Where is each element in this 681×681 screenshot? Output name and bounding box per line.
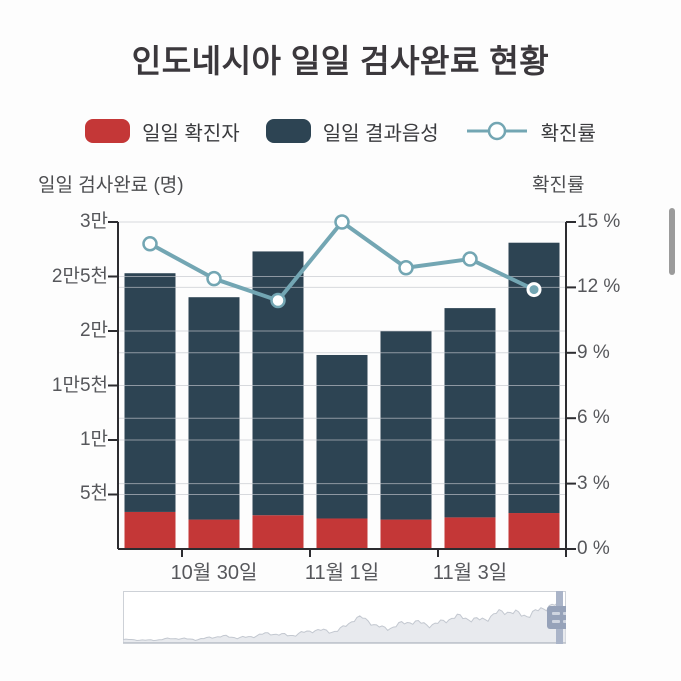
rate-point-6[interactable]: [529, 285, 539, 295]
legend-item-negative[interactable]: 일일 결과음성: [265, 117, 439, 146]
left-axis-tick-label: 3만: [79, 211, 108, 232]
legend-item-confirmed[interactable]: 일일 확진자: [85, 117, 240, 146]
bar-negative-5[interactable]: [444, 308, 496, 518]
left-axis-tick-label: 2만: [79, 320, 108, 341]
handle-grip-icon: [552, 620, 560, 623]
legend-item-rate[interactable]: 확진률: [465, 117, 596, 146]
legend-line-marker-icon: [466, 121, 527, 141]
bar-negative-1[interactable]: [188, 297, 240, 520]
rate-point-3[interactable]: [334, 214, 350, 230]
axes: [108, 221, 576, 557]
navigator-handle[interactable]: [547, 606, 566, 629]
x-axis-label: 11월 3일: [432, 562, 508, 584]
legend-swatch-negative-icon: [265, 119, 311, 143]
left-axis-tick-label: 5천: [79, 483, 108, 504]
x-axis-label: 10월 30일: [170, 562, 258, 584]
handle-grip-icon: [563, 620, 566, 623]
navigator-range-selector[interactable]: [123, 591, 566, 644]
bar-confirmed-5[interactable]: [444, 517, 496, 549]
legend-label-negative: 일일 결과음성: [322, 122, 439, 145]
rate-point-0[interactable]: [142, 236, 158, 252]
handle-grip-icon: [552, 612, 560, 615]
left-axis-tick-label: 1만5천: [51, 375, 108, 396]
chart-legend: 일일 확진자 일일 결과음성 확진률: [0, 114, 681, 148]
right-axis-tick-label: 0 %: [577, 538, 610, 559]
bars-layer: [124, 242, 560, 549]
bar-confirmed-4[interactable]: [380, 519, 432, 549]
legend-swatch-confirmed-icon: [85, 119, 131, 143]
bar-confirmed-1[interactable]: [188, 519, 240, 549]
bar-negative-0[interactable]: [124, 273, 176, 512]
navigator-area-series: [123, 601, 566, 643]
bar-negative-3[interactable]: [316, 354, 368, 519]
page-scrollbar-thumb[interactable]: [669, 208, 675, 275]
handle-grip-icon: [563, 612, 566, 615]
bar-negative-4[interactable]: [380, 331, 432, 520]
legend-label-confirmed: 일일 확진자: [142, 122, 240, 145]
left-axis-tick-label: 1만: [79, 429, 108, 450]
right-axis-tick-label: 3 %: [577, 473, 610, 494]
x-axis-label: 11월 1일: [304, 562, 380, 584]
rate-point-4[interactable]: [398, 260, 414, 276]
bar-confirmed-3[interactable]: [316, 518, 368, 549]
rate-point-2[interactable]: [270, 292, 286, 309]
right-axis-tick-label: 6 %: [577, 407, 610, 428]
left-axis-title: 일일 검사완료 (명): [38, 175, 184, 196]
right-axis-title: 확진률: [532, 175, 585, 196]
bar-confirmed-2[interactable]: [252, 515, 304, 549]
legend-label-rate: 확진률: [540, 122, 596, 145]
left-axis-tick-label: 2만5천: [51, 266, 108, 287]
bar-confirmed-6[interactable]: [508, 513, 560, 549]
gridlines: [118, 221, 566, 495]
page-title: 인도네시아 일일 검사완료 현황: [131, 43, 550, 79]
right-axis-tick-label: 9 %: [577, 342, 610, 363]
bar-confirmed-0[interactable]: [124, 511, 176, 549]
rate-point-1[interactable]: [206, 270, 222, 287]
rate-point-5[interactable]: [462, 251, 478, 267]
right-axis-tick-label: 15 %: [577, 211, 621, 232]
bar-negative-2[interactable]: [252, 251, 304, 516]
right-axis-tick-label: 12 %: [577, 276, 621, 297]
